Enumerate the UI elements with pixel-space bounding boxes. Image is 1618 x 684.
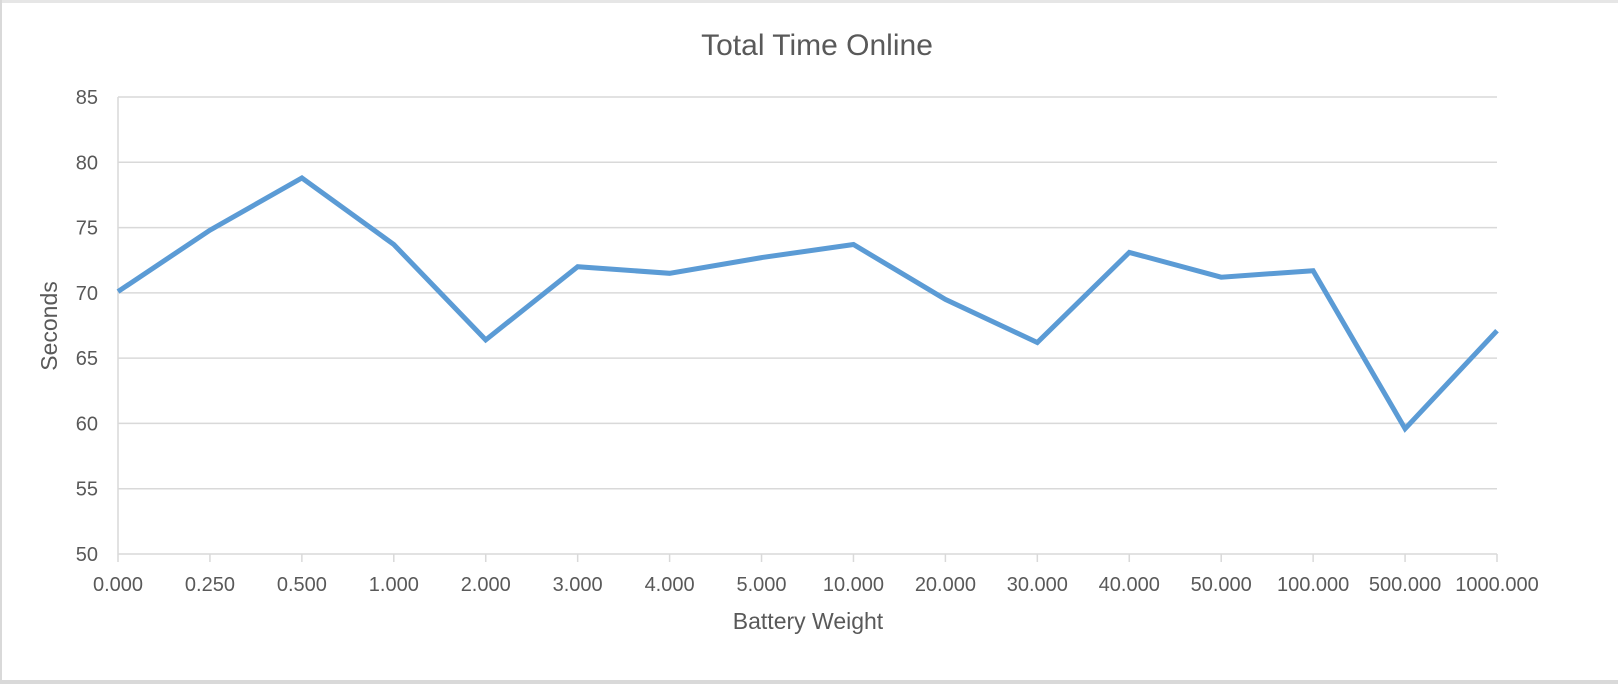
y-tick-label: 85 xyxy=(76,87,98,109)
x-tick-label: 4.000 xyxy=(645,574,695,596)
x-tick-label: 0.000 xyxy=(93,574,143,596)
chart-frame-top-border xyxy=(0,0,1618,3)
x-tick-label: 100.000 xyxy=(1277,574,1349,596)
chart-frame-bottom-border xyxy=(0,680,1618,684)
x-tick-label: 1000.000 xyxy=(1455,574,1538,596)
tick-labels: 50 55 60 65 70 75 80 85 0.000 0.250 0.500 1.000 2.00… xyxy=(76,87,1539,596)
x-tick-label: 3.000 xyxy=(553,574,603,596)
y-tick-label: 75 xyxy=(76,218,98,240)
series-line-0 xyxy=(116,175,1499,433)
x-tick-label: 20.000 xyxy=(915,574,976,596)
y-tick-label: 50 xyxy=(76,544,98,566)
x-tick-label: 50.000 xyxy=(1191,574,1252,596)
y-tick-label: 60 xyxy=(76,413,98,435)
x-tick-label: 10.000 xyxy=(823,574,884,596)
y-tick-label: 65 xyxy=(76,348,98,370)
y-tick-label: 80 xyxy=(76,152,98,174)
x-tick-label: 0.250 xyxy=(185,574,235,596)
chart-frame-left-border xyxy=(0,0,2,684)
x-tick-label: 40.000 xyxy=(1099,574,1160,596)
axes xyxy=(117,97,1498,562)
y-tick-label: 55 xyxy=(76,479,98,501)
x-axis-title: Battery Weight xyxy=(733,608,884,634)
x-tick-label: 2.000 xyxy=(461,574,511,596)
x-tick-label: 1.000 xyxy=(369,574,419,596)
x-tick-label: 30.000 xyxy=(1007,574,1068,596)
chart-title: Total Time Online xyxy=(701,29,933,62)
x-tick-label: 500.000 xyxy=(1369,574,1441,596)
x-tick-label: 5.000 xyxy=(737,574,787,596)
series-layer xyxy=(116,175,1499,433)
gridlines xyxy=(118,96,1497,490)
y-axis-title: Seconds xyxy=(36,281,62,371)
y-tick-label: 70 xyxy=(76,283,98,305)
x-tick-label: 0.500 xyxy=(277,574,327,596)
